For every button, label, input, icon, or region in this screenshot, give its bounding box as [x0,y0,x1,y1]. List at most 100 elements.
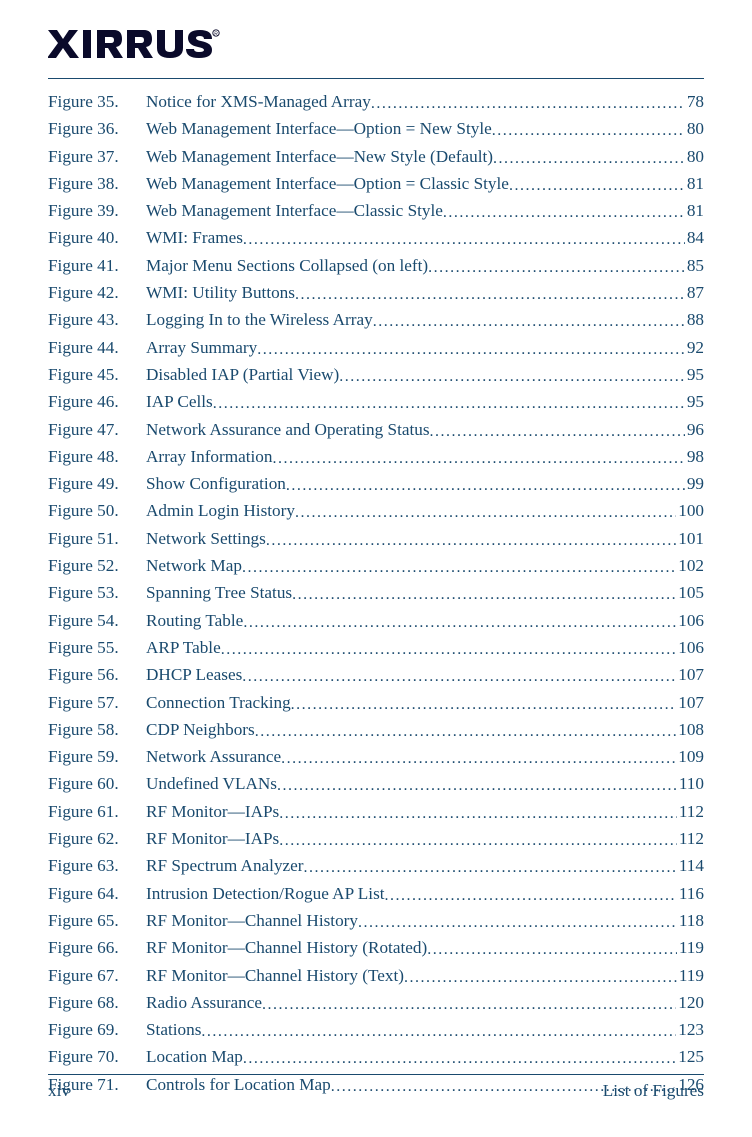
figure-entry: Figure 36.Web Management Interface—Optio… [48,120,704,138]
figure-entry: Figure 47.Network Assurance and Operatin… [48,421,704,439]
figure-entry: Figure 46.IAP Cells 95 [48,393,704,411]
figure-label: Figure 44. [48,339,146,356]
figure-page: 101 [676,530,704,547]
figure-page: 106 [676,612,704,629]
figure-entry: Figure 50.Admin Login History 100 [48,502,704,520]
figure-entry: Figure 69.Stations 123 [48,1021,704,1039]
figure-title: Web Management Interface—Classic Style [146,202,443,219]
figure-page: 106 [676,639,704,656]
figure-title: Undefined VLANs [146,775,277,792]
figure-entry: Figure 42.WMI: Utility Buttons 87 [48,284,704,302]
figure-label: Figure 36. [48,120,146,137]
figure-page: 107 [676,694,704,711]
figure-page: 100 [676,502,704,519]
dot-leader [373,314,685,330]
figure-entry: Figure 65.RF Monitor—Channel History 118 [48,912,704,930]
figure-entry: Figure 54.Routing Table 106 [48,612,704,630]
figure-entry: Figure 63.RF Spectrum Analyzer 114 [48,857,704,875]
figure-label: Figure 40. [48,229,146,246]
figure-entry: Figure 57.Connection Tracking 107 [48,694,704,712]
figure-title: Stations [146,1021,201,1038]
dot-leader [243,615,676,631]
figure-entry: Figure 58.CDP Neighbors 108 [48,721,704,739]
figure-title: Logging In to the Wireless Array [146,311,373,328]
figure-title: WMI: Frames [146,229,243,246]
figure-title: Web Management Interface—Option = New St… [146,120,492,137]
figure-page: 88 [685,311,704,328]
figure-page: 81 [685,175,704,192]
footer-section-label: List of Figures [603,1081,704,1101]
dot-leader [492,123,685,139]
figure-entry: Figure 35.Notice for XMS-Managed Array 7… [48,93,704,111]
figure-label: Figure 69. [48,1021,146,1038]
figure-title: Location Map [146,1048,243,1065]
figure-title: RF Monitor—IAPs [146,830,279,847]
figure-entry: Figure 68.Radio Assurance 120 [48,994,704,1012]
figure-entry: Figure 45.Disabled IAP (Partial View) 95 [48,366,704,384]
figure-title: RF Monitor—Channel History (Text) [146,967,404,984]
figure-title: RF Monitor—Channel History (Rotated) [146,939,427,956]
dot-leader [279,833,677,849]
figure-label: Figure 49. [48,475,146,492]
figure-page: 85 [685,257,704,274]
figure-page: 116 [677,885,704,902]
figure-page: 80 [685,148,704,165]
figure-entry: Figure 51.Network Settings 101 [48,530,704,548]
figure-page: 118 [677,912,704,929]
figure-entry: Figure 49.Show Configuration 99 [48,475,704,493]
dot-leader [255,724,677,740]
figure-title: Routing Table [146,612,243,629]
figure-label: Figure 60. [48,775,146,792]
figure-title: Web Management Interface—New Style (Defa… [146,148,493,165]
figure-label: Figure 58. [48,721,146,738]
figure-entry: Figure 67.RF Monitor—Channel History (Te… [48,967,704,985]
dot-leader [295,505,676,521]
figure-label: Figure 47. [48,421,146,438]
dot-leader [295,287,685,303]
figure-label: Figure 57. [48,694,146,711]
figure-label: Figure 53. [48,584,146,601]
figure-page: 92 [685,339,704,356]
figure-label: Figure 45. [48,366,146,383]
figure-entry: Figure 43.Logging In to the Wireless Arr… [48,311,704,329]
figure-title: ARP Table [146,639,221,656]
figure-title: Array Information [146,448,272,465]
figure-title: Web Management Interface—Option = Classi… [146,175,509,192]
figure-label: Figure 63. [48,857,146,874]
figure-label: Figure 64. [48,885,146,902]
figure-entry: Figure 48.Array Information 98 [48,448,704,466]
dot-leader [221,642,677,658]
figure-label: Figure 68. [48,994,146,1011]
dot-leader [279,806,677,822]
figure-page: 114 [677,857,704,874]
figure-label: Figure 42. [48,284,146,301]
dot-leader [428,260,685,276]
figure-page: 120 [676,994,704,1011]
dot-leader [262,997,676,1013]
figure-entry: Figure 39.Web Management Interface—Class… [48,202,704,220]
figure-title: Disabled IAP (Partial View) [146,366,339,383]
figure-entry: Figure 44.Array Summary 92 [48,339,704,357]
svg-text:R: R [214,31,218,37]
dot-leader [213,396,685,412]
figure-label: Figure 70. [48,1048,146,1065]
figure-title: Radio Assurance [146,994,262,1011]
figure-label: Figure 66. [48,939,146,956]
figure-title: Connection Tracking [146,694,291,711]
xirrus-logo-svg: R [48,28,220,60]
dot-leader [430,424,685,440]
figure-page: 112 [677,803,704,820]
dot-leader [358,915,677,931]
figure-label: Figure 41. [48,257,146,274]
figure-page: 81 [685,202,704,219]
figure-label: Figure 61. [48,803,146,820]
figure-title: Network Settings [146,530,266,547]
dot-leader [292,587,676,603]
figure-page: 102 [676,557,704,574]
dot-leader [291,697,677,713]
footer-page-number: xiv [48,1081,70,1101]
figure-label: Figure 43. [48,311,146,328]
page-footer: xiv List of Figures [48,1074,704,1101]
figure-label: Figure 50. [48,502,146,519]
dot-leader [266,533,676,549]
